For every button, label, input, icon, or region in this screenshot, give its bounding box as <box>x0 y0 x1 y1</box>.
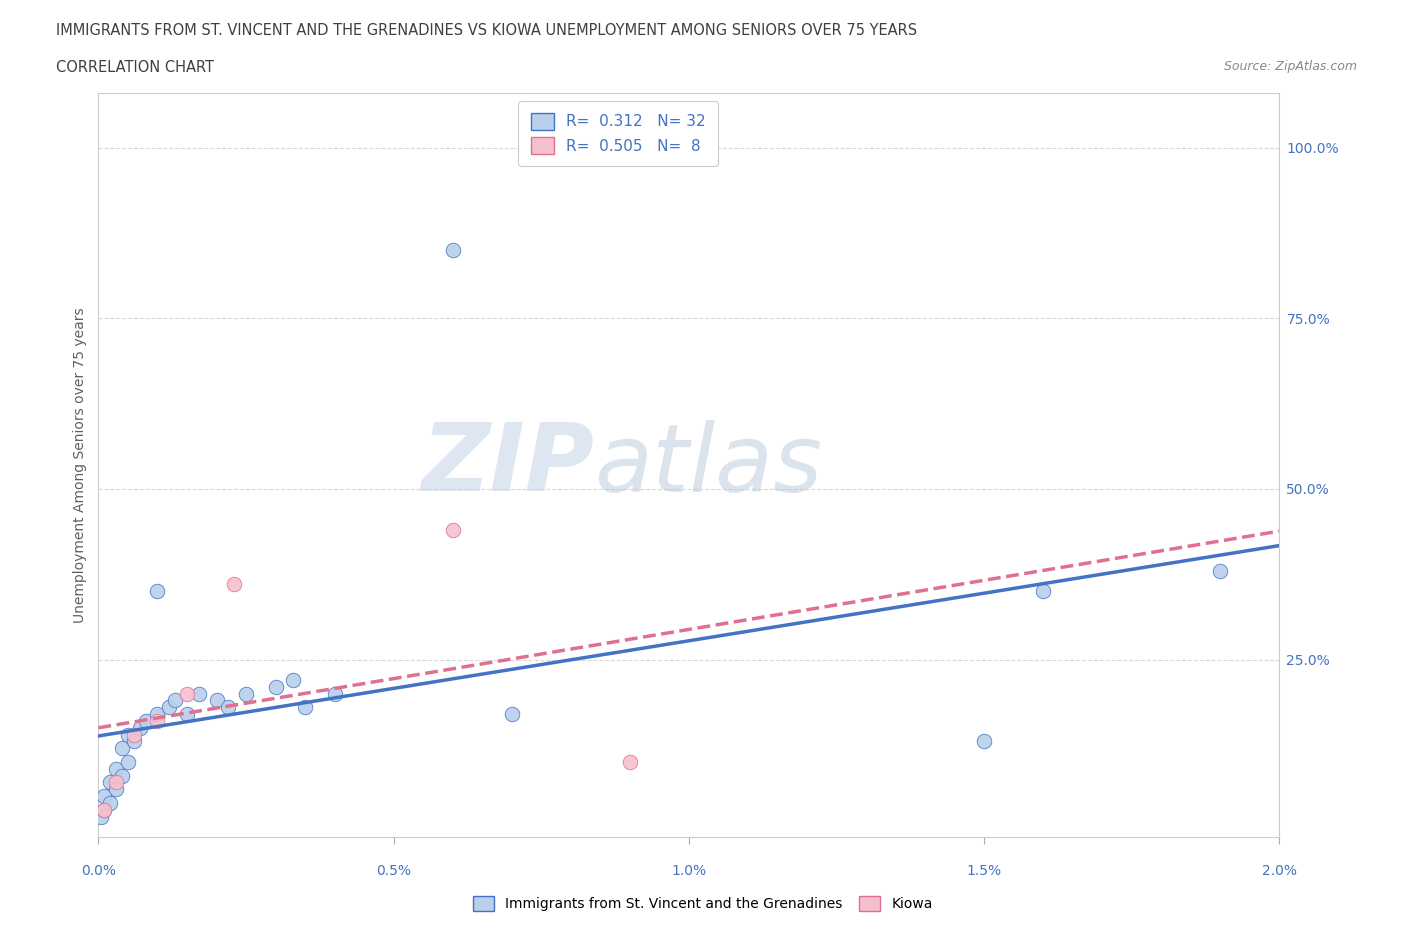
Text: 1.5%: 1.5% <box>967 864 1001 878</box>
Legend: Immigrants from St. Vincent and the Grenadines, Kiowa: Immigrants from St. Vincent and the Gren… <box>467 889 939 919</box>
Point <box>93 803 115 817</box>
Point <box>441 523 464 538</box>
Text: 0.0%: 0.0% <box>82 864 115 878</box>
Point <box>105 775 128 790</box>
Point <box>117 727 139 742</box>
Point <box>122 727 145 742</box>
Point <box>98 775 121 790</box>
Text: IMMIGRANTS FROM ST. VINCENT AND THE GRENADINES VS KIOWA UNEMPLOYMENT AMONG SENIO: IMMIGRANTS FROM ST. VINCENT AND THE GREN… <box>56 23 917 38</box>
Point <box>111 741 134 756</box>
Y-axis label: Unemployment Among Seniors over 75 years: Unemployment Among Seniors over 75 years <box>73 307 87 623</box>
Point <box>187 686 209 701</box>
Point <box>105 762 128 777</box>
Text: Source: ZipAtlas.com: Source: ZipAtlas.com <box>1223 60 1357 73</box>
Point <box>93 789 115 804</box>
Point <box>441 243 464 258</box>
Text: CORRELATION CHART: CORRELATION CHART <box>56 60 214 75</box>
Point <box>165 693 187 708</box>
Point <box>205 693 228 708</box>
Point <box>323 686 346 701</box>
Point <box>283 672 305 687</box>
Point <box>111 768 134 783</box>
Text: 2.0%: 2.0% <box>1263 864 1296 878</box>
Point <box>235 686 257 701</box>
Point <box>98 795 121 810</box>
Point <box>176 707 198 722</box>
Point <box>122 734 145 749</box>
Point <box>501 707 523 722</box>
Point <box>128 721 150 736</box>
Text: atlas: atlas <box>595 419 823 511</box>
Point <box>973 734 995 749</box>
Point <box>157 700 180 715</box>
Point <box>146 713 169 728</box>
Point <box>93 803 115 817</box>
Point <box>217 700 239 715</box>
Point <box>619 754 641 769</box>
Point <box>146 707 169 722</box>
Point <box>90 809 112 824</box>
Point <box>135 713 157 728</box>
Point <box>294 700 316 715</box>
Point <box>1032 584 1054 599</box>
Point <box>224 577 246 591</box>
Point <box>117 754 139 769</box>
Text: ZIP: ZIP <box>422 419 595 511</box>
Point <box>105 782 128 797</box>
Point <box>264 680 287 695</box>
Text: 0.5%: 0.5% <box>377 864 411 878</box>
Point <box>176 686 198 701</box>
Point <box>146 584 169 599</box>
Point <box>1209 564 1232 578</box>
Text: 1.0%: 1.0% <box>672 864 706 878</box>
Legend: R=  0.312   N= 32, R=  0.505   N=  8: R= 0.312 N= 32, R= 0.505 N= 8 <box>519 100 717 166</box>
